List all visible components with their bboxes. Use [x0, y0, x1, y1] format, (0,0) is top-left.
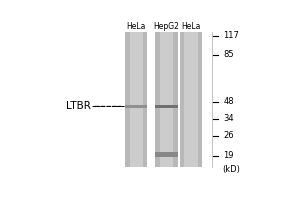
Bar: [184, 32, 198, 167]
Text: 19: 19: [224, 151, 234, 160]
Text: 48: 48: [224, 97, 234, 106]
Text: 117: 117: [224, 31, 239, 40]
Bar: [130, 32, 143, 167]
Bar: [155, 152, 178, 157]
Text: HeLa: HeLa: [127, 22, 146, 31]
Text: 85: 85: [224, 50, 234, 59]
Bar: [125, 105, 147, 108]
Bar: [160, 32, 173, 167]
Text: HeLa: HeLa: [181, 22, 201, 31]
Bar: [155, 105, 178, 108]
Text: LTBR: LTBR: [66, 101, 91, 111]
Text: 34: 34: [224, 114, 234, 123]
Text: (kD): (kD): [222, 165, 240, 174]
Text: 26: 26: [224, 131, 234, 140]
Bar: [155, 32, 178, 167]
Text: HepG2: HepG2: [154, 22, 179, 31]
Bar: [125, 32, 147, 167]
Bar: [180, 32, 202, 167]
